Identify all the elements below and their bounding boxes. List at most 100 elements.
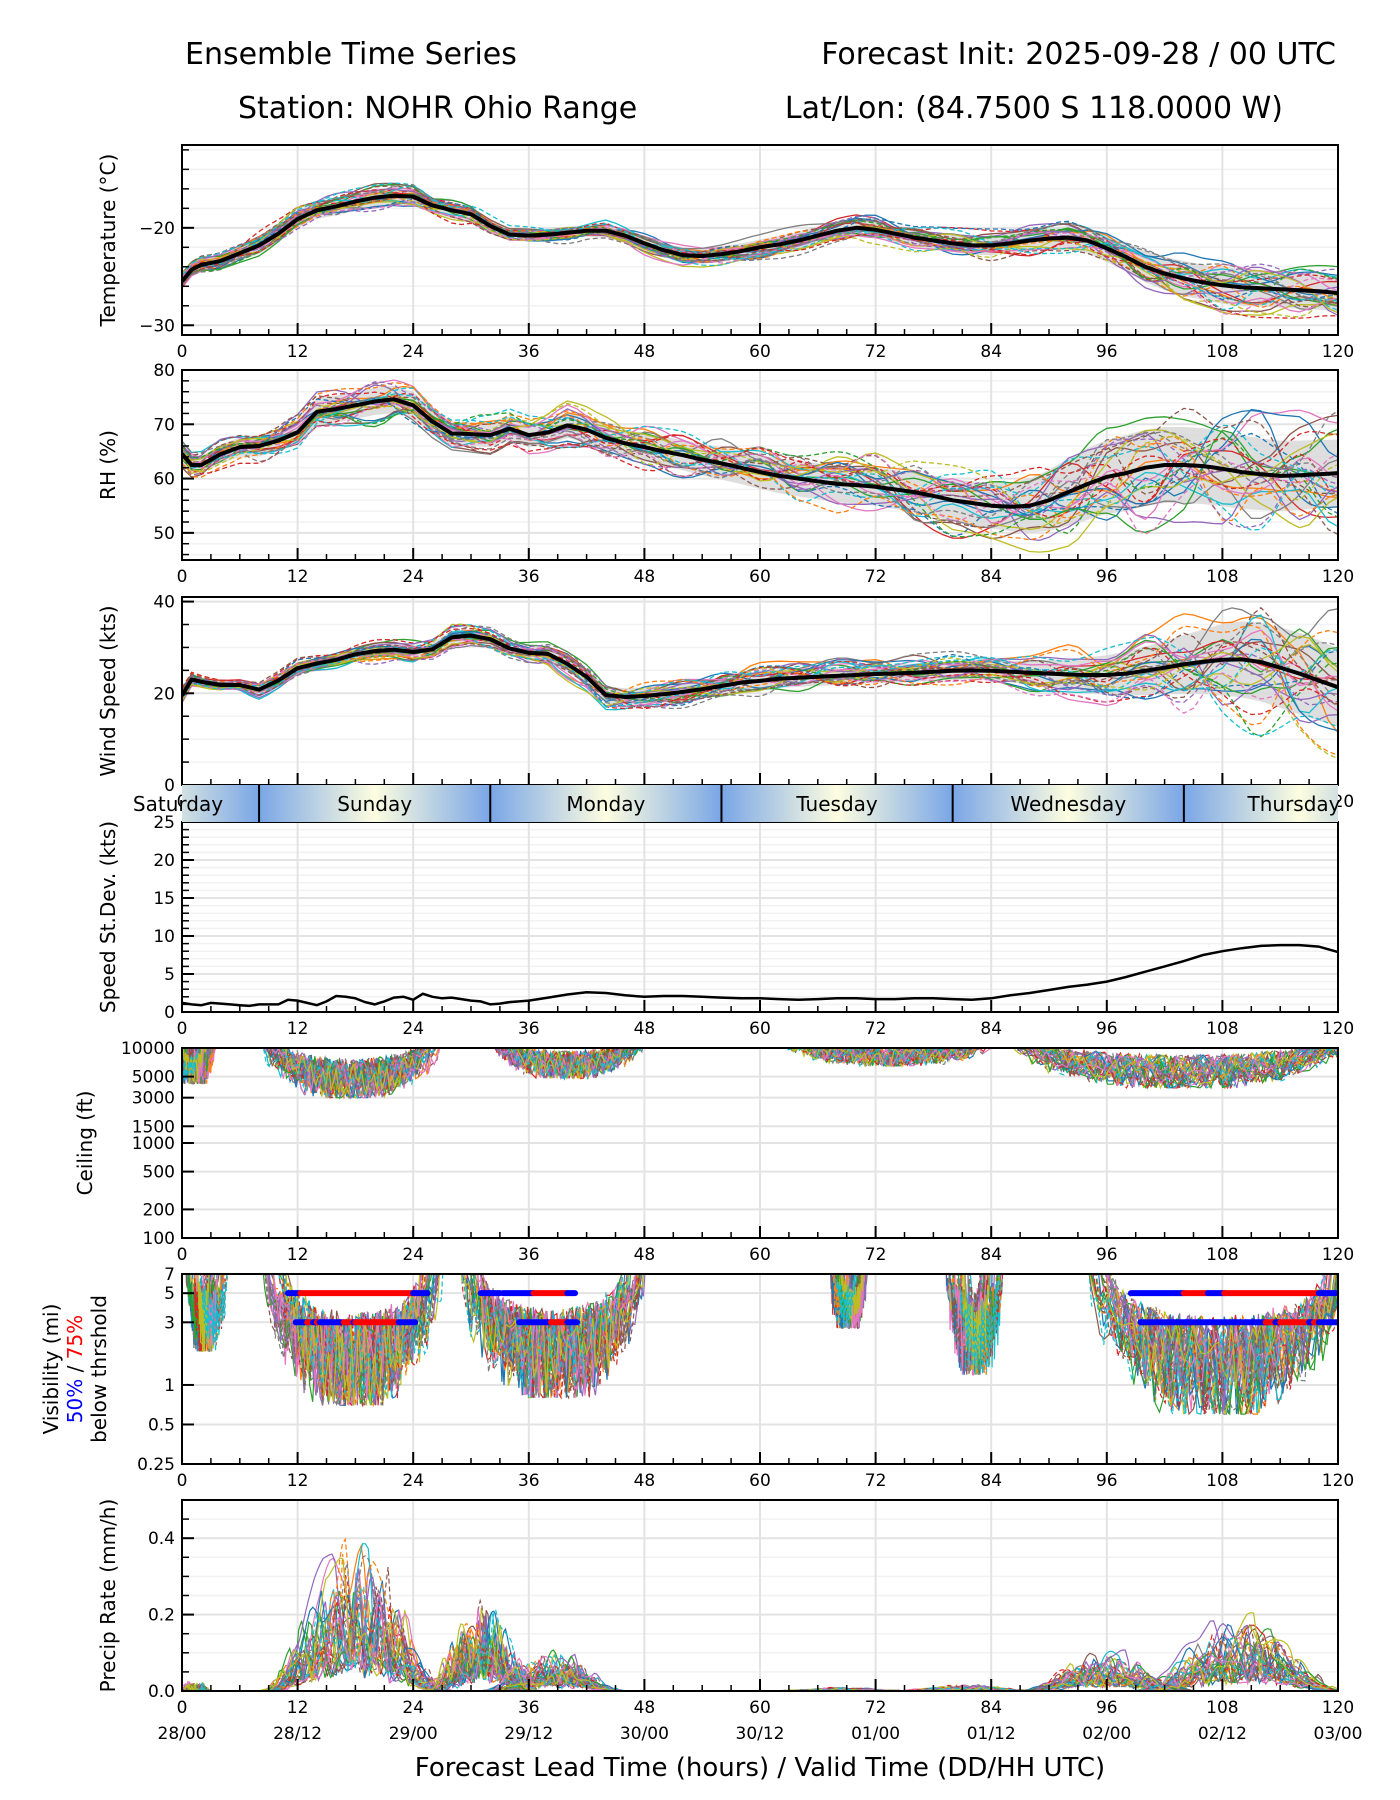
ensemble-member-line bbox=[1110, 1274, 1338, 1412]
x-tick-label: 24 bbox=[402, 1471, 424, 1491]
ensemble-member-line bbox=[1105, 1274, 1326, 1415]
y-tick-label: 0.0 bbox=[148, 1682, 175, 1702]
x-tick-label: 12 bbox=[287, 567, 309, 587]
x-tick-label: 96 bbox=[1096, 1019, 1118, 1039]
day-label-wednesday: Wednesday bbox=[1010, 792, 1126, 816]
ensemble-member-line bbox=[182, 381, 1338, 529]
x-tick-label: 108 bbox=[1206, 342, 1238, 362]
x-axis-label: Forecast Lead Time (hours) / Valid Time … bbox=[415, 1753, 1105, 1783]
y-axis-label: Ceiling (ft) bbox=[73, 1091, 97, 1196]
panel-rh: 0 12 24 36 48 60 72 84 96 108 120 50 60 70 80 RH (%) bbox=[96, 361, 1354, 587]
y-axis-label: Speed St.Dev. (kts) bbox=[96, 821, 120, 1013]
y-axis-label: Temperature (°C) bbox=[96, 154, 120, 328]
ensemble-member-line bbox=[268, 1048, 437, 1097]
x-tick-label: 96 bbox=[1096, 1698, 1118, 1718]
x-tick-label: 24 bbox=[402, 1019, 424, 1039]
x-tick-label: 84 bbox=[980, 1245, 1002, 1265]
x-tick-label: 120 bbox=[1322, 1019, 1354, 1039]
ensemble-member-line bbox=[266, 1048, 431, 1098]
day-label-thursday: Thursday bbox=[1247, 792, 1341, 816]
y-tick-label: 50 bbox=[153, 524, 175, 544]
ensemble-member-line bbox=[1095, 1274, 1338, 1411]
x-tick-label: 84 bbox=[980, 342, 1002, 362]
y-tick-label: 200 bbox=[143, 1200, 175, 1220]
plot-area bbox=[182, 943, 1338, 1008]
y-tick-label: 0.5 bbox=[148, 1415, 175, 1435]
ensemble-member-line bbox=[1157, 1643, 1338, 1691]
y-tick-label: 25 bbox=[153, 813, 175, 833]
x-tick-label: 12 bbox=[287, 1471, 309, 1491]
x-tick-label: 120 bbox=[1322, 1245, 1354, 1265]
ensemble-member-line bbox=[959, 1274, 1001, 1375]
panel-temperature: 0 12 24 36 48 60 72 84 96 108 120 −30 −20 Temperature… bbox=[96, 144, 1354, 362]
y-tick-label: 60 bbox=[153, 470, 175, 490]
y-tick-label: 0 bbox=[164, 776, 175, 796]
panel-wind_speed: 0122436486072849610812002040Wind Speed (… bbox=[96, 593, 1354, 812]
y-tick-label: 500 bbox=[143, 1163, 175, 1183]
x-valid-time-label: 29/00 bbox=[389, 1724, 438, 1744]
y-tick-label: 10000 bbox=[121, 1039, 175, 1059]
figure-title-left: Ensemble Time Series bbox=[185, 37, 517, 72]
stdev-line bbox=[182, 943, 1338, 1008]
ensemble-member-line bbox=[463, 1274, 645, 1394]
x-tick-label: 120 bbox=[1322, 342, 1354, 362]
x-tick-label: 48 bbox=[634, 1245, 656, 1265]
x-tick-label: 72 bbox=[865, 1019, 887, 1039]
ensemble-member-line bbox=[182, 630, 1338, 708]
ensemble-member-line bbox=[182, 196, 1338, 304]
ensemble-member-line bbox=[182, 623, 1338, 760]
panel-precip_rate: 0 12 24 36 48 60 72 84 96 108 120 28/00 28/12 29/00 29… bbox=[96, 1499, 1363, 1744]
day-segment-monday bbox=[490, 785, 722, 822]
x-tick-label: 84 bbox=[980, 1471, 1002, 1491]
x-valid-time-label: 28/00 bbox=[158, 1724, 207, 1744]
day-label-monday: Monday bbox=[566, 792, 645, 816]
ensemble-member-line bbox=[949, 1274, 981, 1371]
y-tick-label: 5000 bbox=[132, 1068, 175, 1088]
ensemble-member-line bbox=[269, 1562, 440, 1691]
x-tick-label: 0 bbox=[177, 1471, 188, 1491]
ensemble-member-line bbox=[182, 1048, 195, 1084]
y-tick-label: 70 bbox=[153, 415, 175, 435]
y-axis-label-thresholds: 50% / 75% bbox=[63, 1315, 87, 1423]
ensemble-member-line bbox=[182, 1048, 200, 1080]
ensemble-member-line bbox=[182, 391, 1338, 518]
x-tick-label: 60 bbox=[749, 1245, 771, 1265]
x-tick-label: 84 bbox=[980, 1698, 1002, 1718]
ensemble-member-line bbox=[182, 412, 1338, 528]
ensemble-member-line bbox=[1028, 1048, 1338, 1090]
x-tick-label: 36 bbox=[518, 1245, 540, 1265]
label-sep: / bbox=[63, 1359, 87, 1378]
ensemble-member-line bbox=[477, 1274, 637, 1397]
y-axis-label: Wind Speed (kts) bbox=[96, 605, 120, 776]
ensemble-member-line bbox=[264, 1048, 435, 1098]
y-tick-label: 0 bbox=[164, 1003, 175, 1023]
x-valid-time-label: 01/12 bbox=[967, 1724, 1016, 1744]
x-tick-label: 72 bbox=[865, 1698, 887, 1718]
x-tick-label: 0 bbox=[177, 1698, 188, 1718]
plot-area bbox=[182, 182, 1338, 319]
ensemble-member-line bbox=[495, 1048, 633, 1079]
ensemble-member-line bbox=[182, 644, 1338, 708]
ensemble-member-line bbox=[507, 1048, 637, 1081]
ensemble-member-line bbox=[423, 1631, 526, 1691]
ensemble-member-line bbox=[1014, 1048, 1338, 1090]
ensemble-member-line bbox=[182, 389, 1338, 509]
ensemble-member-line bbox=[1030, 1663, 1173, 1691]
ensemble-member-line bbox=[481, 1661, 627, 1691]
x-tick-label: 120 bbox=[1322, 1698, 1354, 1718]
plot-area bbox=[182, 606, 1338, 760]
x-tick-label: 108 bbox=[1206, 1019, 1238, 1039]
x-tick-label: 60 bbox=[749, 1698, 771, 1718]
x-valid-time-label: 30/00 bbox=[620, 1724, 669, 1744]
y-tick-label: 10 bbox=[153, 927, 175, 947]
ensemble-member-line bbox=[811, 1048, 970, 1067]
ensemble-member-line bbox=[281, 1048, 429, 1097]
ensemble-member-line bbox=[1138, 1654, 1335, 1691]
ensemble-member-line bbox=[835, 1274, 857, 1323]
x-valid-time-label: 02/12 bbox=[1198, 1724, 1247, 1744]
x-tick-label: 60 bbox=[749, 567, 771, 587]
ensemble-member-line bbox=[182, 193, 1338, 307]
ensemble-member-line bbox=[263, 1597, 450, 1691]
x-tick-label: 96 bbox=[1096, 1245, 1118, 1265]
day-segment-saturday bbox=[182, 785, 260, 822]
